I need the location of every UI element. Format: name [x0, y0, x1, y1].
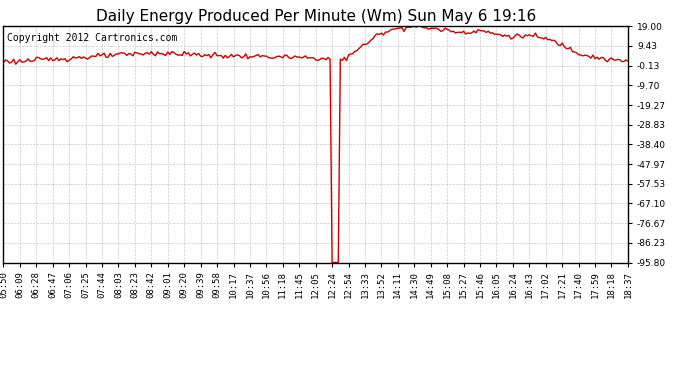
Title: Daily Energy Produced Per Minute (Wm) Sun May 6 19:16: Daily Energy Produced Per Minute (Wm) Su…	[95, 9, 536, 24]
Text: Copyright 2012 Cartronics.com: Copyright 2012 Cartronics.com	[7, 33, 177, 44]
